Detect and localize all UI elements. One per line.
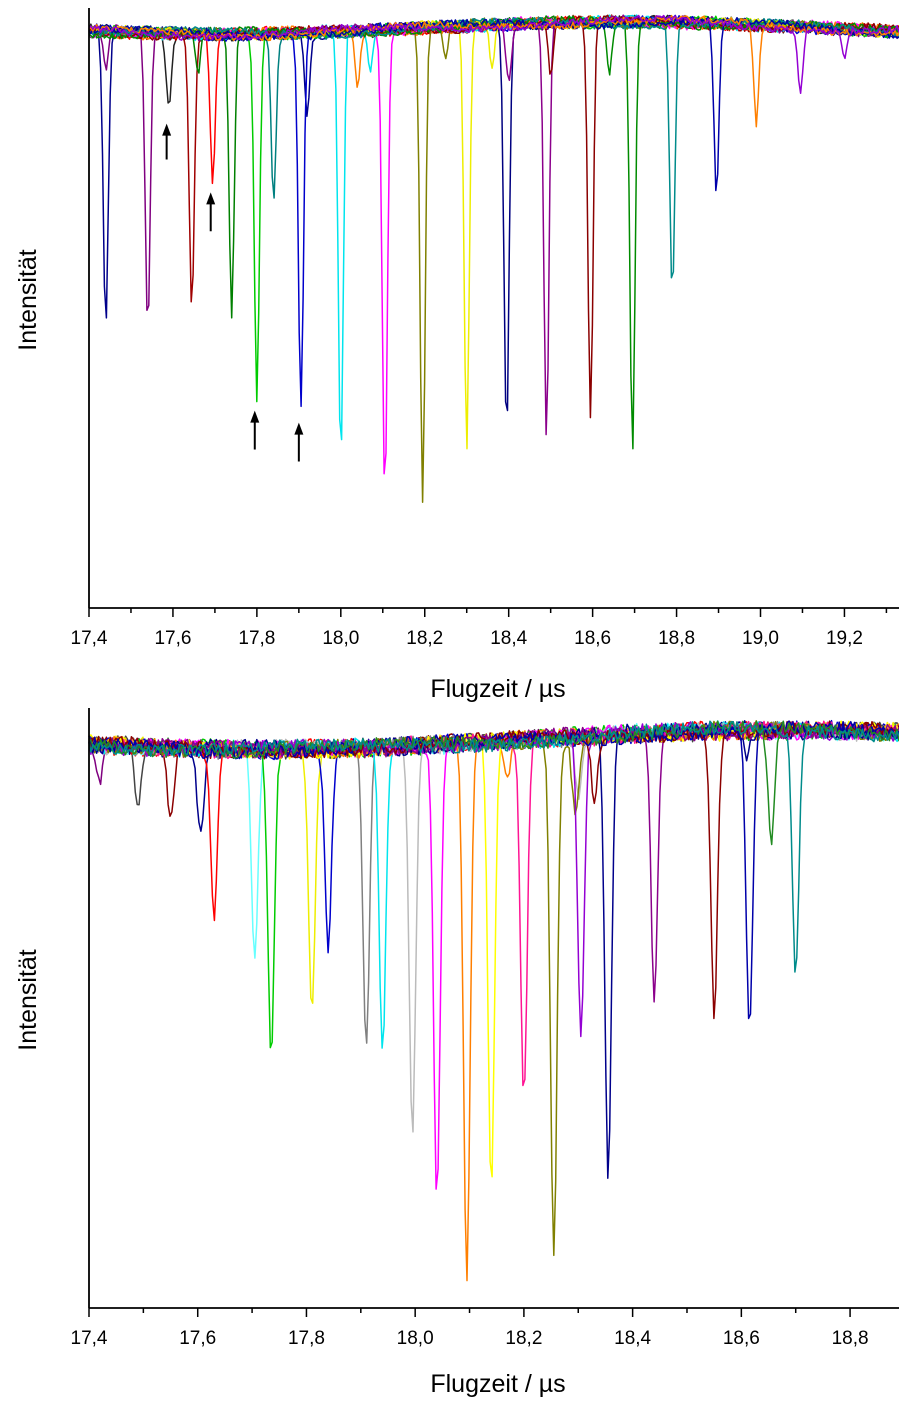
trace-line xyxy=(88,17,899,192)
trace-line xyxy=(88,16,899,319)
x-tick-label: 18,8 xyxy=(658,628,695,649)
top-chart: 17,4 17,6 17,8 18,0 18,2 18,4 18,6 18,8 19,0 19,2… xyxy=(14,8,899,703)
x-tick-label: 17,6 xyxy=(179,1328,216,1349)
trace-line xyxy=(88,720,899,846)
trace-line xyxy=(88,720,899,1020)
x-tick-label: 17,8 xyxy=(288,1328,325,1349)
x-tick-label: 18,8 xyxy=(832,1328,869,1349)
x-tick-label: 18,0 xyxy=(397,1328,434,1349)
bottom-chart-x-axis-label: Flugzeit / µs xyxy=(430,1370,565,1398)
bottom-chart-axes xyxy=(88,708,899,1317)
trace-line xyxy=(88,16,899,279)
annotation-arrow xyxy=(294,422,304,462)
x-tick-label: 17,6 xyxy=(154,628,191,649)
top-chart-y-axis-label: Intensität xyxy=(14,249,42,351)
x-tick-label: 19,2 xyxy=(826,628,863,649)
trace-line xyxy=(88,15,899,450)
trace-line xyxy=(88,720,899,1178)
top-chart-arrows xyxy=(162,123,304,462)
x-tick-label: 17,4 xyxy=(71,628,108,649)
x-tick-label: 18,2 xyxy=(406,628,443,649)
trace-line xyxy=(88,15,899,185)
x-tick-label: 18,4 xyxy=(614,1328,651,1349)
bottom-chart-y-axis-label: Intensität xyxy=(14,949,42,1051)
bottom-chart: 17,4 17,6 17,8 18,0 18,2 18,4 18,6 18,8 Flugzei… xyxy=(14,708,899,1398)
x-tick-label: 18,6 xyxy=(723,1328,760,1349)
top-chart-x-axis-label: Flugzeit / µs xyxy=(430,675,565,703)
trace-line xyxy=(88,17,899,503)
trace-line xyxy=(88,16,899,319)
x-tick-label: 18,0 xyxy=(322,628,359,649)
trace-line xyxy=(88,14,899,95)
trace-line xyxy=(88,723,899,1179)
top-chart-traces xyxy=(88,14,899,503)
trace-line xyxy=(88,17,899,199)
annotation-arrow xyxy=(162,123,172,160)
x-tick-label: 18,4 xyxy=(490,628,527,649)
trace-line xyxy=(88,15,899,475)
x-tick-label: 17,8 xyxy=(238,628,275,649)
bottom-chart-traces xyxy=(88,719,899,1282)
annotation-arrow xyxy=(206,192,216,232)
x-tick-label: 18,6 xyxy=(574,628,611,649)
x-tick-label: 18,2 xyxy=(505,1328,542,1349)
top-chart-tick-labels: 17,4 17,6 17,8 18,0 18,2 18,4 18,6 18,8 19,0 19,2 xyxy=(71,628,863,649)
x-tick-label: 17,4 xyxy=(71,1328,108,1349)
top-chart-axes xyxy=(88,8,899,617)
trace-line xyxy=(88,16,899,450)
trace-line xyxy=(88,720,899,1020)
annotation-arrow xyxy=(250,410,260,450)
bottom-chart-tick-labels: 17,4 17,6 17,8 18,0 18,2 18,4 18,6 18,8 xyxy=(71,1328,869,1349)
trace-line xyxy=(88,720,899,1257)
x-tick-label: 19,0 xyxy=(742,628,779,649)
trace-line xyxy=(88,720,899,973)
trace-line xyxy=(88,723,899,1190)
trace-line xyxy=(88,721,899,1038)
